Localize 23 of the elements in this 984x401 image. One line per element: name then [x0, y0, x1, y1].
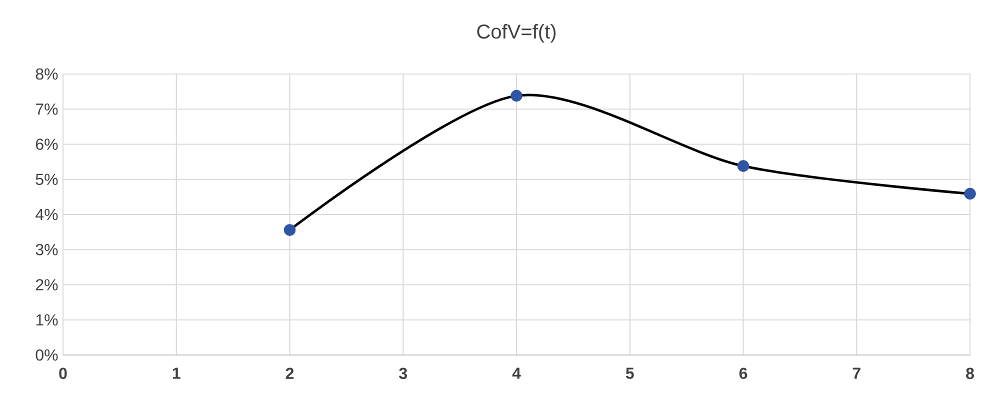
- point: [964, 188, 976, 200]
- y-tick-label: 1%: [36, 314, 58, 326]
- y-tick-label: 0%: [36, 349, 58, 361]
- y-tick-label: 7%: [36, 104, 58, 115]
- x-tick-label: 2: [286, 368, 294, 379]
- x-tick-label: 4: [512, 368, 521, 379]
- y-tick-label: 4%: [36, 208, 58, 220]
- x-tick-label: 8: [966, 368, 974, 380]
- y-tick-label: 5%: [36, 174, 58, 185]
- point: [284, 224, 296, 236]
- point: [510, 90, 522, 102]
- y-tick-label: 8%: [36, 68, 58, 80]
- point: [737, 160, 750, 172]
- x-tick-label: 1: [172, 368, 180, 379]
- x-tick-label: 5: [626, 368, 634, 379]
- y-tick-label: 6%: [36, 138, 58, 150]
- x-tick-label: 7: [852, 368, 860, 379]
- x-tick-label: 6: [739, 368, 748, 380]
- x-tick-label: 0: [59, 368, 67, 380]
- y-tick-label: 2%: [36, 279, 58, 290]
- chart-title: CofV=f(t): [477, 24, 556, 43]
- y-tick-label: 3%: [36, 244, 58, 256]
- x-tick-label: 3: [399, 368, 408, 380]
